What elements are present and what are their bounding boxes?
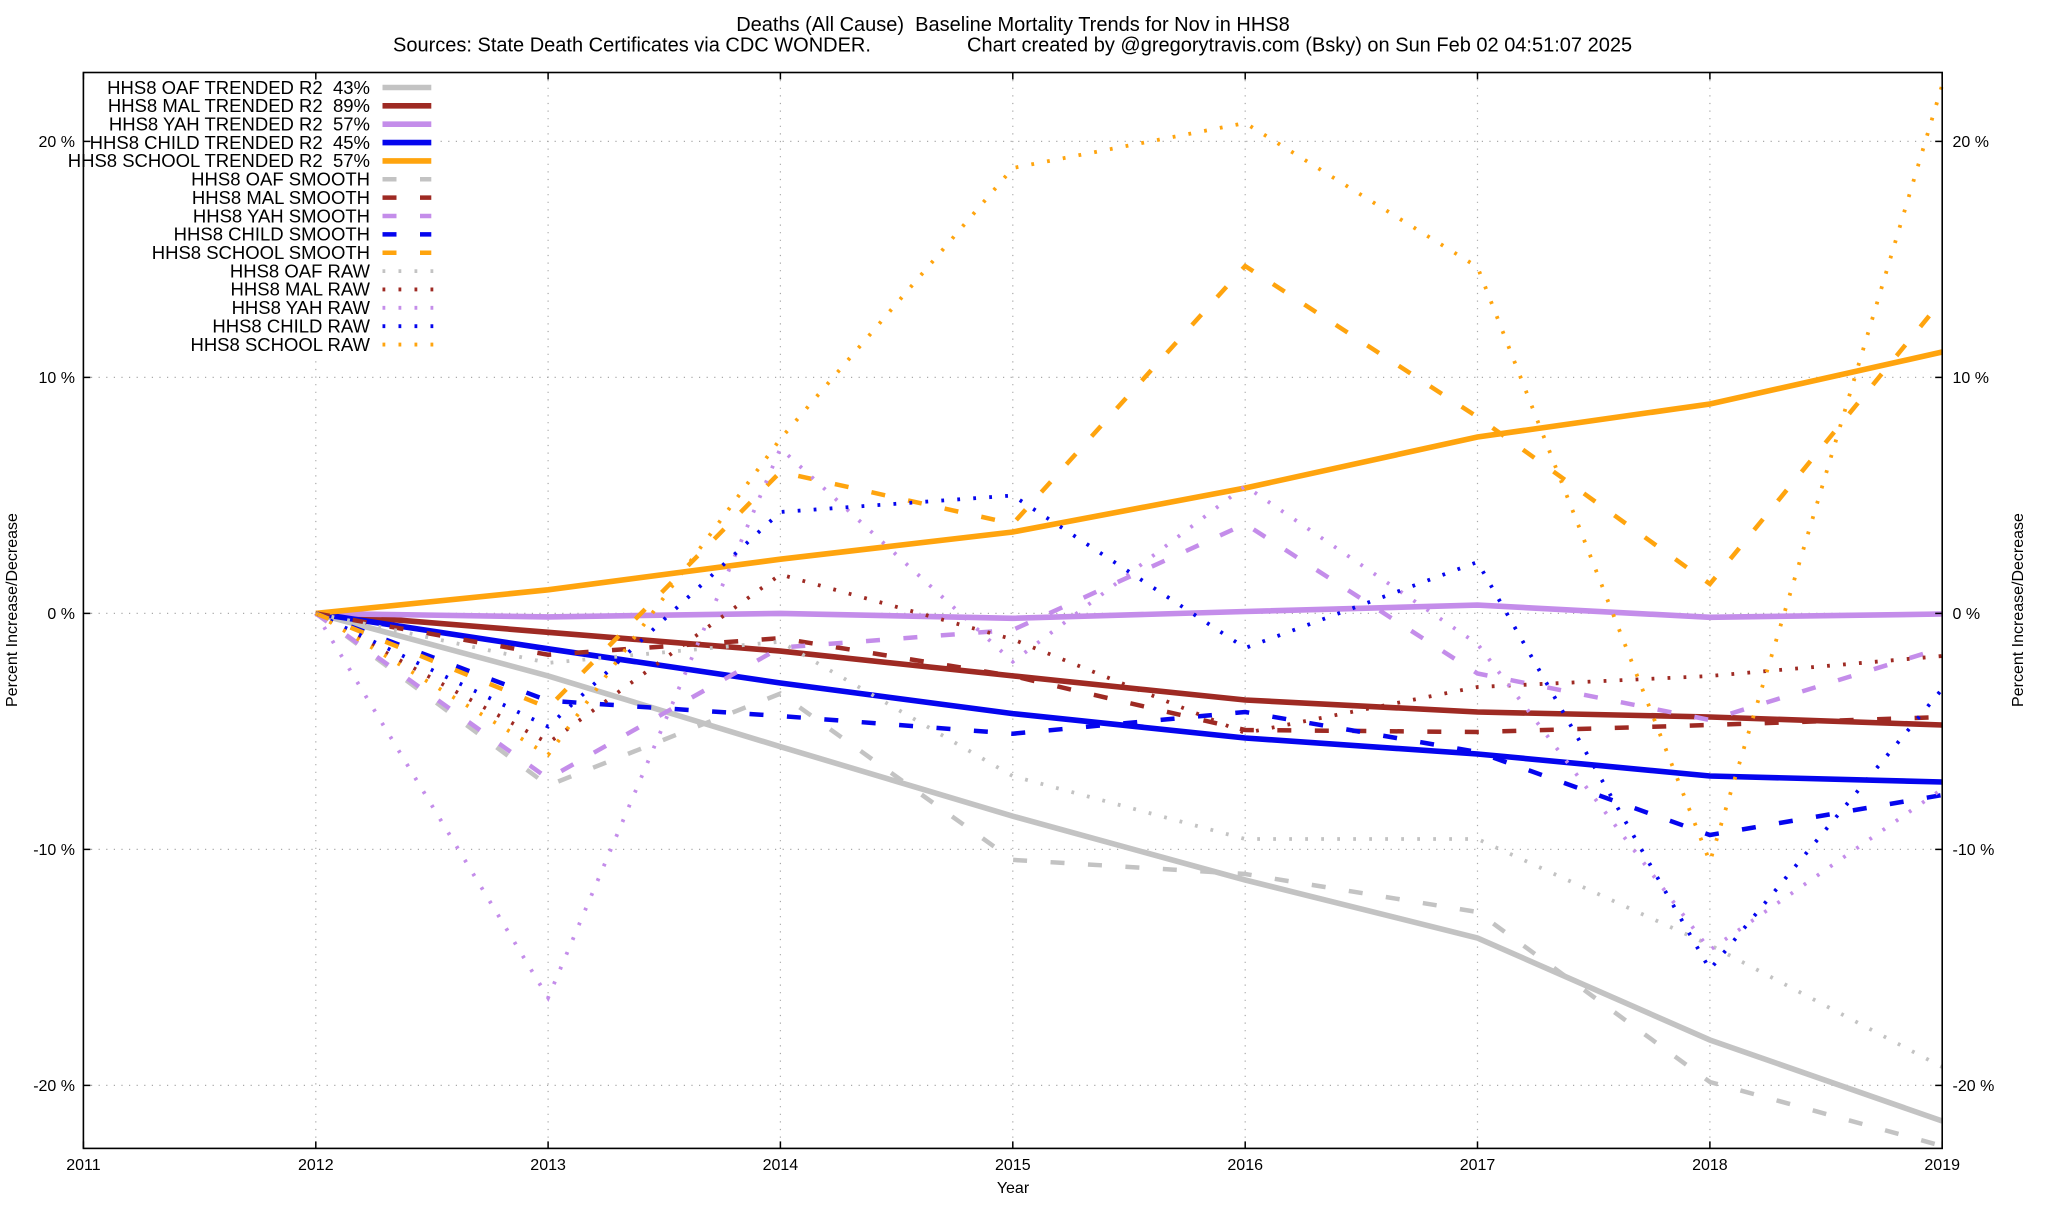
svg-text:HHS8 OAF TRENDED R2 43%: HHS8 OAF TRENDED R2 43% bbox=[107, 77, 370, 98]
svg-text:2014: 2014 bbox=[763, 1157, 799, 1174]
svg-text:HHS8 CHILD TRENDED R2 45%: HHS8 CHILD TRENDED R2 45% bbox=[90, 132, 370, 153]
svg-text:Year: Year bbox=[997, 1180, 1030, 1197]
svg-text:HHS8 YAH SMOOTH: HHS8 YAH SMOOTH bbox=[193, 205, 370, 226]
svg-text:HHS8 CHILD RAW: HHS8 CHILD RAW bbox=[212, 315, 370, 336]
svg-text:Percent Increase/Decrease: Percent Increase/Decrease bbox=[2010, 513, 2027, 707]
svg-text:HHS8 CHILD SMOOTH: HHS8 CHILD SMOOTH bbox=[174, 224, 370, 245]
svg-text:-10 %: -10 % bbox=[33, 842, 75, 859]
svg-text:2018: 2018 bbox=[1692, 1157, 1728, 1174]
svg-text:HHS8 YAH TRENDED R2 57%: HHS8 YAH TRENDED R2 57% bbox=[109, 113, 370, 134]
svg-text:10 %: 10 % bbox=[39, 370, 75, 387]
svg-text:HHS8 SCHOOL SMOOTH: HHS8 SCHOOL SMOOTH bbox=[152, 242, 370, 263]
svg-text:2011: 2011 bbox=[66, 1157, 101, 1174]
svg-text:HHS8 OAF RAW: HHS8 OAF RAW bbox=[230, 260, 371, 281]
svg-text:HHS8 SCHOOL TRENDED R2 57%: HHS8 SCHOOL TRENDED R2 57% bbox=[68, 150, 370, 171]
svg-text:-10 %: -10 % bbox=[1953, 842, 1995, 859]
svg-text:HHS8 MAL RAW: HHS8 MAL RAW bbox=[231, 279, 371, 300]
svg-text:10 %: 10 % bbox=[1953, 370, 1989, 387]
svg-text:20 %: 20 % bbox=[1953, 134, 1989, 151]
svg-text:2016: 2016 bbox=[1227, 1157, 1263, 1174]
svg-text:Sources: State Death Certifica: Sources: State Death Certificates via CD… bbox=[393, 35, 871, 57]
svg-text:Chart created by @gregorytravi: Chart created by @gregorytravis.com (Bsk… bbox=[967, 35, 1632, 57]
svg-text:Deaths (All Cause) Baseline M: Deaths (All Cause) Baseline Mortality Tr… bbox=[736, 14, 1290, 36]
svg-text:-20 %: -20 % bbox=[1953, 1078, 1995, 1095]
svg-text:2019: 2019 bbox=[1924, 1157, 1960, 1174]
svg-text:2015: 2015 bbox=[995, 1157, 1031, 1174]
svg-text:Percent Increase/Decrease: Percent Increase/Decrease bbox=[4, 513, 21, 707]
svg-text:HHS8 SCHOOL RAW: HHS8 SCHOOL RAW bbox=[190, 334, 370, 355]
svg-text:-20 %: -20 % bbox=[33, 1078, 75, 1095]
svg-text:HHS8 YAH RAW: HHS8 YAH RAW bbox=[232, 297, 371, 318]
svg-text:20 %: 20 % bbox=[39, 134, 75, 151]
svg-text:0 %: 0 % bbox=[1953, 606, 1981, 623]
svg-text:2013: 2013 bbox=[530, 1157, 566, 1174]
svg-text:HHS8 OAF SMOOTH: HHS8 OAF SMOOTH bbox=[191, 169, 370, 190]
svg-text:2017: 2017 bbox=[1460, 1157, 1496, 1174]
svg-text:2012: 2012 bbox=[298, 1157, 334, 1174]
svg-text:HHS8 MAL SMOOTH: HHS8 MAL SMOOTH bbox=[192, 187, 370, 208]
svg-text:HHS8 MAL TRENDED R2 89%: HHS8 MAL TRENDED R2 89% bbox=[108, 95, 370, 116]
svg-text:0 %: 0 % bbox=[47, 606, 75, 623]
